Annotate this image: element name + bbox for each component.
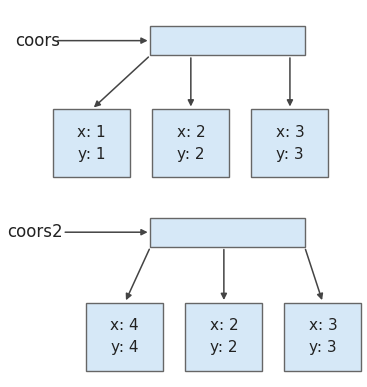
FancyBboxPatch shape [251,109,328,177]
Text: x: 2
y: 2: x: 2 y: 2 [210,318,238,355]
FancyBboxPatch shape [150,217,305,247]
FancyBboxPatch shape [150,26,305,55]
FancyBboxPatch shape [53,109,130,177]
FancyBboxPatch shape [284,303,361,371]
Text: x: 4
y: 4: x: 4 y: 4 [110,318,139,355]
Text: coors2: coors2 [7,223,63,241]
Text: x: 2
y: 2: x: 2 y: 2 [177,125,205,162]
Text: x: 3
y: 3: x: 3 y: 3 [309,318,337,355]
Text: x: 1
y: 1: x: 1 y: 1 [77,125,106,162]
FancyBboxPatch shape [185,303,262,371]
FancyBboxPatch shape [152,109,229,177]
Text: coors: coors [15,32,60,50]
Text: x: 3
y: 3: x: 3 y: 3 [276,125,304,162]
FancyBboxPatch shape [86,303,163,371]
